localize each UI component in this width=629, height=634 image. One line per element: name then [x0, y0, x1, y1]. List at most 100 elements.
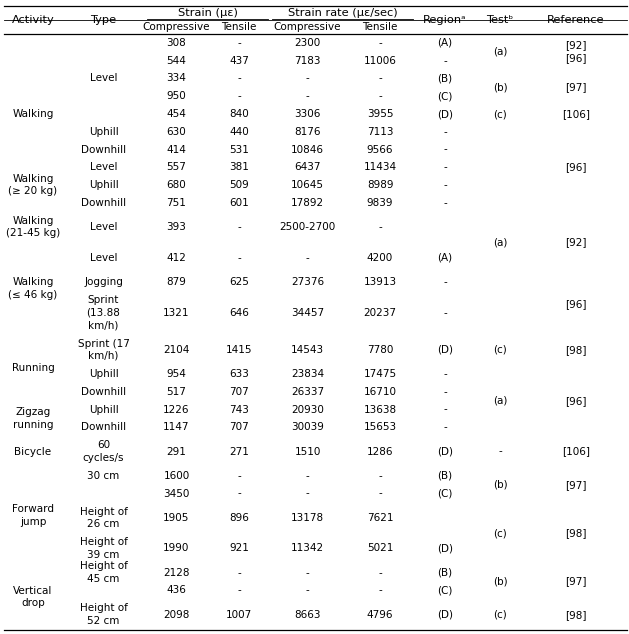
Text: 26337: 26337	[291, 387, 324, 397]
Text: Level: Level	[90, 162, 117, 172]
Text: -: -	[306, 585, 309, 595]
Text: 1007: 1007	[226, 610, 252, 619]
Text: Running: Running	[11, 363, 54, 373]
Text: [92]: [92]	[565, 238, 587, 247]
Text: -: -	[237, 585, 241, 595]
Text: -: -	[306, 489, 309, 498]
Text: 1226: 1226	[164, 404, 190, 415]
Text: [96]: [96]	[565, 162, 587, 172]
Text: Uphill: Uphill	[89, 369, 118, 379]
Text: 30039: 30039	[291, 422, 324, 432]
Text: 6437: 6437	[294, 162, 321, 172]
Text: (C): (C)	[437, 91, 453, 101]
Text: [106]: [106]	[562, 446, 590, 456]
Text: Tensile: Tensile	[221, 22, 257, 32]
Text: (c): (c)	[493, 528, 507, 538]
Text: 7780: 7780	[367, 345, 393, 355]
Text: 5021: 5021	[367, 543, 393, 553]
Text: -: -	[443, 127, 447, 137]
Text: 646: 646	[229, 307, 249, 318]
Text: Walking
(≤ 46 kg): Walking (≤ 46 kg)	[8, 277, 58, 300]
Text: [98]: [98]	[565, 345, 587, 355]
Text: (c): (c)	[493, 109, 507, 119]
Text: Height of
52 cm: Height of 52 cm	[79, 604, 128, 626]
Text: 1286: 1286	[367, 446, 393, 456]
Text: 16710: 16710	[364, 387, 396, 397]
Text: 1147: 1147	[164, 422, 190, 432]
Text: -: -	[443, 180, 447, 190]
Text: 9839: 9839	[367, 198, 393, 208]
Text: -: -	[378, 489, 382, 498]
Text: 3450: 3450	[164, 489, 190, 498]
Text: 7113: 7113	[367, 127, 393, 137]
Text: 707: 707	[229, 422, 249, 432]
Text: (C): (C)	[437, 489, 453, 498]
Text: [98]: [98]	[565, 528, 587, 538]
Text: Sprint (17
km/h): Sprint (17 km/h)	[77, 339, 130, 361]
Text: [97]: [97]	[565, 82, 587, 93]
Text: Reference: Reference	[547, 15, 604, 25]
Text: 680: 680	[167, 180, 186, 190]
Text: 751: 751	[167, 198, 186, 208]
Text: -: -	[443, 162, 447, 172]
Text: 544: 544	[167, 56, 186, 66]
Text: [97]: [97]	[565, 576, 587, 586]
Text: 437: 437	[229, 56, 249, 66]
Text: -: -	[378, 585, 382, 595]
Text: -: -	[378, 91, 382, 101]
Text: 633: 633	[229, 369, 249, 379]
Text: 3955: 3955	[367, 109, 393, 119]
Text: 7183: 7183	[294, 56, 321, 66]
Text: 8663: 8663	[294, 610, 321, 619]
Text: -: -	[237, 471, 241, 481]
Text: 517: 517	[167, 387, 186, 397]
Text: [98]: [98]	[565, 610, 587, 619]
Text: 60
cycles/s: 60 cycles/s	[83, 441, 125, 463]
Text: -: -	[237, 489, 241, 498]
Text: 454: 454	[167, 109, 186, 119]
Text: Level: Level	[90, 253, 117, 263]
Text: 8176: 8176	[294, 127, 321, 137]
Text: -: -	[443, 422, 447, 432]
Text: 20237: 20237	[364, 307, 396, 318]
Text: 14543: 14543	[291, 345, 324, 355]
Text: 531: 531	[229, 145, 249, 155]
Text: Testᵇ: Testᵇ	[486, 15, 514, 25]
Text: (a): (a)	[493, 47, 507, 57]
Text: 11342: 11342	[291, 543, 324, 553]
Text: Zigzag
running: Zigzag running	[13, 407, 53, 430]
Text: Sprint
(13.88
km/h): Sprint (13.88 km/h)	[87, 295, 120, 330]
Text: 743: 743	[229, 404, 249, 415]
Text: Bicycle: Bicycle	[14, 446, 52, 456]
Text: 10645: 10645	[291, 180, 324, 190]
Text: Walking
(≥ 20 kg): Walking (≥ 20 kg)	[8, 174, 58, 197]
Text: Jogging: Jogging	[84, 277, 123, 287]
Text: -: -	[237, 222, 241, 232]
Text: 4200: 4200	[367, 253, 393, 263]
Text: Height of
39 cm: Height of 39 cm	[79, 537, 128, 560]
Text: (B): (B)	[437, 471, 452, 481]
Text: (a): (a)	[493, 238, 507, 247]
Text: 11006: 11006	[364, 56, 396, 66]
Text: -: -	[306, 253, 309, 263]
Text: 1510: 1510	[294, 446, 321, 456]
Text: Compressive: Compressive	[274, 22, 342, 32]
Text: (B): (B)	[437, 74, 452, 84]
Text: -: -	[443, 277, 447, 287]
Text: -: -	[443, 56, 447, 66]
Text: 3306: 3306	[294, 109, 321, 119]
Text: 601: 601	[229, 198, 249, 208]
Text: (b): (b)	[493, 576, 508, 586]
Text: (b): (b)	[493, 480, 508, 489]
Text: -: -	[378, 567, 382, 578]
Text: 17892: 17892	[291, 198, 324, 208]
Text: -: -	[378, 38, 382, 48]
Text: (D): (D)	[437, 345, 453, 355]
Text: Walking: Walking	[13, 109, 53, 119]
Text: Level: Level	[90, 74, 117, 84]
Text: Walking
(21-45 kg): Walking (21-45 kg)	[6, 216, 60, 238]
Text: (c): (c)	[493, 610, 507, 619]
Text: 440: 440	[229, 127, 249, 137]
Text: 2500-2700: 2500-2700	[279, 222, 336, 232]
Text: 393: 393	[167, 222, 186, 232]
